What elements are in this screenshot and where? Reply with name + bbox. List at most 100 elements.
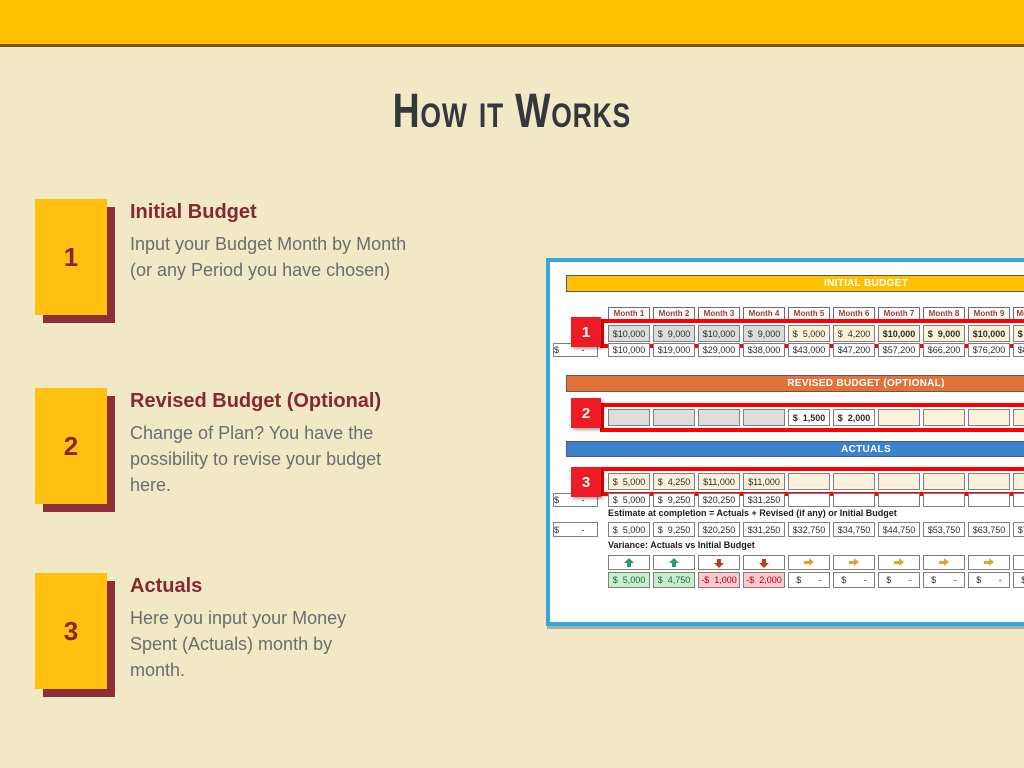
estimate-row-label-cell: $ - — [553, 522, 598, 537]
estimate-row: $ 5,000 $ 9,250 $20,250 $31,250 $32,750 $34,7… — [608, 522, 1024, 537]
month-header-cell: Month 6 — [833, 307, 875, 320]
revised-budget-section-bar: REVISED BUDGET (OPTIONAL) — [566, 375, 1024, 392]
actuals-section-label: ACTUALS — [841, 443, 891, 455]
estimate-cell-value: $20,250 — [702, 524, 736, 535]
cumulative-cell: $57,200 — [878, 343, 920, 357]
variance-value-cell: $ - — [833, 572, 875, 588]
step-2-body: Change of Plan? You have the possibility… — [130, 423, 382, 495]
variance-value-cell: $ - — [1013, 572, 1024, 588]
variance-arrow-icon — [893, 558, 905, 567]
revised-cell — [1013, 409, 1024, 426]
actuals-cell: $11,000 — [698, 473, 740, 490]
variance-arrow-cell — [968, 555, 1010, 570]
month-header-label: Month 5 — [793, 309, 825, 318]
cumulative-cell-value: $ 5,000 — [612, 495, 646, 505]
variance-arrow-cell — [743, 555, 785, 570]
budget-cell: $10,000 — [968, 325, 1010, 342]
budget-cell-value: $ 9,000 — [747, 328, 781, 339]
variance-arrow-cell — [878, 555, 920, 570]
variance-value-cell: $ 4,750 — [653, 572, 695, 588]
budget-cell-value: $10,000 — [882, 328, 916, 339]
top-banner — [0, 0, 1024, 44]
budget-cell: $ 5,000 — [788, 325, 830, 342]
variance-value: $ 5,000 — [612, 575, 646, 585]
revised-budget-section-label: REVISED BUDGET (OPTIONAL) — [787, 378, 945, 389]
estimate-cell: $20,250 — [698, 522, 740, 537]
cumulative-cell-value: $29,000 — [702, 345, 736, 355]
cumulative-cell: $38,000 — [743, 343, 785, 357]
cumulative-cell: $ 5,000 — [608, 493, 650, 507]
budget-cell-value: $ 5,000 — [792, 328, 826, 339]
estimate-cell: $ 9,250 — [653, 522, 695, 537]
cumulative-cell-value: $19,000 — [657, 345, 691, 355]
cumulative-cell: $19,000 — [653, 343, 695, 357]
cumulative-cell — [878, 493, 920, 507]
variance-arrow-cell — [1013, 555, 1024, 570]
actuals-row: $ 5,000 $ 4,250 $11,000 $11,000 — [608, 473, 1024, 490]
month-header-cell: Month 9 — [968, 307, 1010, 320]
revised-cell — [608, 409, 650, 426]
variance-arrow-row — [608, 555, 1024, 570]
variance-label: Variance: Actuals vs Initial Budget — [608, 540, 755, 550]
budget-cell-value: $ 4,200 — [837, 328, 871, 339]
cumulative-cell: $66,200 — [923, 343, 965, 357]
month-header-label: Month 2 — [658, 309, 690, 318]
step-3-marker: 3 — [571, 467, 601, 497]
variance-arrow-icon — [938, 558, 950, 567]
month-header-label: Month 10 — [1016, 309, 1024, 318]
cumulative-cell-value: $76,200 — [972, 345, 1006, 355]
revised-budget-highlight: $ 1,500 $ 2,000 — [600, 403, 1024, 432]
revised-cell — [698, 409, 740, 426]
step-1-marker: 1 — [571, 317, 601, 347]
cumulative-cell-value: $31,250 — [747, 495, 781, 505]
variance-value-cell: $ - — [788, 572, 830, 588]
variance-value: $ 4,750 — [657, 575, 691, 585]
cumulative-cell: $85,200 — [1013, 343, 1024, 357]
variance-value: $ - — [886, 575, 912, 585]
estimate-cell: $72,750 — [1013, 522, 1024, 537]
cumulative-cell — [788, 493, 830, 507]
actuals-highlight: $ 5,000 $ 4,250 $11,000 $11,000 — [600, 467, 1024, 496]
step-2-marker-number: 2 — [581, 404, 591, 422]
cumulative-cell-value: $57,200 — [882, 345, 916, 355]
month-header-label: Month 7 — [883, 309, 915, 318]
estimate-cell-value: $63,750 — [972, 524, 1006, 535]
cumulative-cell: $43,000 — [788, 343, 830, 357]
budget-cell: $ 9,000 — [653, 325, 695, 342]
top-banner-underline — [0, 44, 1024, 47]
step-1-number-box: 1 — [35, 199, 107, 315]
actuals-cell-value: $ 5,000 — [612, 476, 646, 487]
initial-budget-row: $10,000 $ 9,000 $10,000 $ 9,000 $ 5,000 $ 4,2… — [608, 325, 1024, 342]
step-3-number: 3 — [63, 615, 79, 646]
variance-arrow-cell — [923, 555, 965, 570]
estimate-cell-value: $53,750 — [927, 524, 961, 535]
revised-cell: $ 2,000 — [833, 409, 875, 426]
step-2: 2 Revised Budget (Optional) Change of Pl… — [35, 388, 500, 504]
variance-value-cell: $ - — [968, 572, 1010, 588]
revised-cell — [743, 409, 785, 426]
cumulative-cell — [833, 493, 875, 507]
step-3-heading: Actuals — [130, 575, 203, 597]
actuals-cell: $ 5,000 — [608, 473, 650, 490]
cumulative-cell — [923, 493, 965, 507]
actuals-cell — [833, 473, 875, 490]
budget-cell-value: $ 9,000 — [657, 328, 691, 339]
cumulative-cell: $31,250 — [743, 493, 785, 507]
initial-budget-section-label: INITIAL BUDGET — [823, 278, 908, 289]
variance-arrow-icon — [624, 557, 634, 568]
variance-value: -$ 1,000 — [701, 575, 737, 585]
cumulative-cell-value: $43,000 — [792, 345, 826, 355]
variance-value-row: $ 5,000 $ 4,750 -$ 1,000 -$ 2,000 $ - $ - $ - $… — [608, 572, 1024, 588]
month-header-label: Month 3 — [703, 309, 735, 318]
budget-cell: $10,000 — [878, 325, 920, 342]
month-header-label: Month 6 — [838, 309, 870, 318]
initial-cumulative-row: $10,000 $19,000 $29,000 $38,000 $43,000 $47,2… — [608, 343, 1024, 357]
month-header-label: Month 4 — [748, 309, 780, 318]
cumulative-cell: $76,200 — [968, 343, 1010, 357]
estimate-cell-value: $ 5,000 — [612, 524, 646, 535]
variance-arrow-cell — [698, 555, 740, 570]
revised-cell-value: $ 2,000 — [837, 412, 871, 423]
step-1-text: Initial Budget Input your Budget Month b… — [130, 199, 500, 283]
step-1-number: 1 — [63, 241, 79, 272]
month-header-cell: Month 5 — [788, 307, 830, 320]
